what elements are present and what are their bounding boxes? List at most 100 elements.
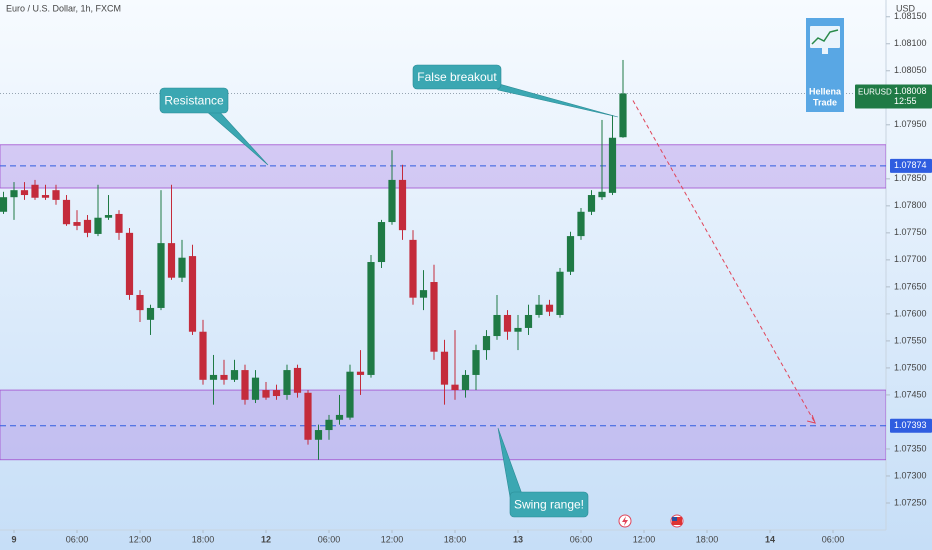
callout [412, 64, 502, 90]
y-tick-label: 1.07800 [894, 200, 927, 210]
price-label: 1.08008 [894, 86, 927, 96]
candle-body [104, 215, 113, 218]
candle-body [220, 374, 228, 380]
candle-body [125, 232, 134, 295]
candle-body [283, 370, 291, 395]
overlay: 1.08150 1.08100 1.08050 1.07950 1.07850 1.078… [11, 11, 932, 544]
symbol-title: Euro / U.S. Dollar, 1h, FXCM [6, 3, 121, 13]
level-badge [890, 158, 932, 173]
y-tick-label: 1.07300 [894, 470, 927, 480]
candle-body [514, 327, 522, 332]
y-tick-label: 1.07450 [894, 389, 927, 399]
candle-body [146, 307, 155, 320]
event-icons [618, 514, 684, 528]
plot [0, 59, 886, 461]
level-badge [890, 418, 932, 433]
x-tick-label: 18:00 [696, 534, 719, 544]
logo-stand [822, 48, 828, 54]
candle-body [451, 384, 459, 391]
candle-body [367, 262, 375, 375]
price-badge [855, 84, 932, 109]
candle-body [503, 314, 512, 332]
y-tick-label: 1.08150 [894, 11, 927, 21]
candle-body [293, 367, 302, 393]
y-tick-label: 1.07550 [894, 335, 927, 345]
x-tick-label: 06:00 [822, 534, 845, 544]
candle-body [388, 179, 396, 223]
currency: USD [896, 3, 916, 13]
flag-icon-canton [672, 517, 677, 521]
candle-body [241, 370, 249, 400]
x-tick-label: 12:00 [381, 534, 404, 544]
logo-text: Trade [813, 97, 837, 107]
candle-body [587, 195, 596, 212]
candle-body [356, 371, 365, 375]
zone [0, 389, 886, 461]
logo-line [811, 29, 839, 45]
candle-body [461, 374, 470, 391]
candle-body [346, 371, 354, 418]
event-icon-bolt [622, 516, 628, 526]
x-tick-label: 12:00 [633, 534, 656, 544]
candle-body [398, 179, 407, 231]
x-tick-label: 06:00 [570, 534, 593, 544]
candle-body [598, 191, 606, 198]
callout-text: Resistance [164, 94, 224, 108]
candle-body [619, 93, 627, 138]
candle-body [556, 271, 564, 315]
callout-text: Swing range! [514, 498, 584, 512]
candle-body [577, 211, 585, 237]
logo: Hellena Trade [806, 18, 844, 112]
y-tick-label: 1.07650 [894, 281, 927, 291]
candle-body [83, 219, 92, 233]
candle-body [377, 222, 386, 263]
candle-body [325, 419, 333, 431]
candle-body [188, 256, 197, 332]
y-tick-label: 1.07750 [894, 227, 927, 237]
candle-body [335, 414, 344, 420]
candle-body [566, 236, 575, 272]
candle-body [304, 392, 312, 440]
x-tick-label: 18:00 [444, 534, 467, 544]
candle-body [178, 257, 186, 278]
candle-body [10, 190, 18, 198]
logo-screen [810, 26, 840, 48]
zone [0, 144, 886, 189]
candle-body [0, 197, 8, 212]
y-tick-label: 1.07600 [894, 308, 927, 318]
candle-body [230, 370, 239, 380]
callout [509, 491, 589, 518]
candle-body [251, 377, 260, 400]
candle-body [52, 190, 60, 200]
x-tick-label: 9 [11, 534, 16, 544]
candle-body [167, 243, 176, 278]
y-tick-label: 1.07850 [894, 173, 927, 183]
candle-body [94, 217, 102, 234]
y-tick-label: 1.08050 [894, 65, 927, 75]
y-tick-label: 1.07250 [894, 497, 927, 507]
candle-body [41, 195, 50, 198]
candle-body [73, 222, 81, 226]
callout [159, 87, 229, 114]
candle-body [157, 243, 165, 308]
y-tick-label: 1.08100 [894, 38, 927, 48]
level-label: 1.07393 [894, 420, 927, 430]
x-tick-label: 12:00 [129, 534, 152, 544]
projection-arrow [807, 414, 816, 424]
candle-body [430, 282, 438, 352]
candle-body [62, 199, 71, 225]
y-tick-label: 1.07350 [894, 443, 927, 453]
callout-text: False breakout [417, 70, 497, 84]
candle-body [524, 314, 533, 328]
level-label: 1.07874 [894, 160, 927, 170]
x-tick-label: 06:00 [66, 534, 89, 544]
candle-body [545, 304, 554, 312]
candle-body [136, 294, 144, 311]
candle-body [272, 390, 281, 397]
candle-body [440, 351, 449, 385]
logo-text: Hellena [809, 86, 842, 96]
x-tick-label: 06:00 [318, 534, 341, 544]
y-tick-label: 1.07500 [894, 362, 927, 372]
